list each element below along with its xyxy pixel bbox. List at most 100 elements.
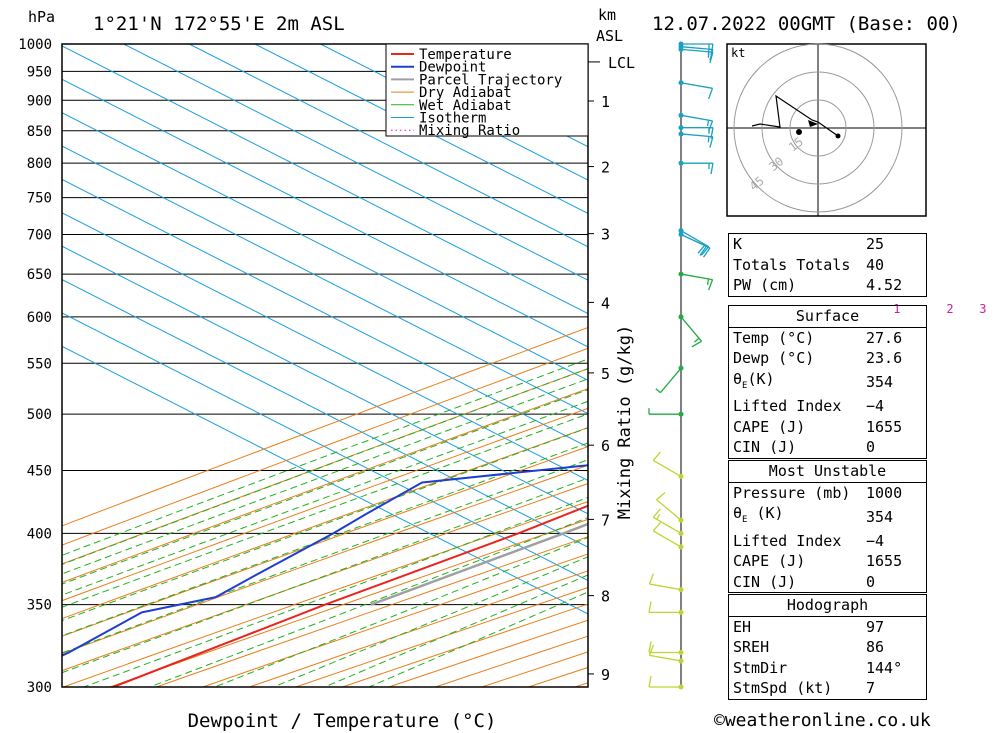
wind-barb — [678, 80, 714, 100]
indices-label: StmSpd (kt) — [728, 678, 862, 700]
wind-barb — [678, 46, 714, 64]
indices-label: Pressure (mb) — [728, 482, 862, 503]
wind-barb — [678, 112, 714, 132]
indices-label: θE(K) — [728, 368, 862, 396]
dry-adiabat-line — [63, 501, 588, 687]
pressure-tick-1000: 1000 — [18, 37, 52, 53]
wind-barb-dot — [678, 314, 684, 320]
indices-label: StmDir — [728, 657, 862, 678]
mixing-ratio-axis-label: Mixing Ratio (g/kg) — [615, 325, 635, 519]
location-title: 1°21'N 172°55'E 2m ASL — [93, 13, 345, 35]
dry-adiabat-line — [62, 388, 588, 583]
legend-entry: Wet Adiabat — [419, 98, 512, 114]
pressure-tick-650: 650 — [27, 267, 52, 283]
wind-profile — [648, 41, 714, 690]
pressure-tick-350: 350 — [27, 598, 52, 614]
pressure-tick-550: 550 — [27, 356, 52, 372]
indices-value: 27.6 — [862, 327, 927, 348]
indices-label: θE (K) — [728, 503, 862, 531]
hodograph-ring-label: 15 — [786, 134, 806, 154]
km-tick-label: 2 — [601, 159, 610, 177]
wind-barb-dot — [678, 112, 684, 118]
hodograph-surface-dot — [835, 133, 841, 139]
wet-adiabat-line — [62, 442, 588, 637]
wet-adiabat-line — [62, 413, 588, 608]
wind-barb — [648, 573, 684, 593]
x-axis-label: Dewpoint / Temperature (°C) — [188, 710, 497, 732]
wet-adiabat-line — [62, 358, 588, 556]
pressure-tick-600: 600 — [27, 310, 52, 326]
plot-frame — [61, 43, 589, 688]
wind-barb — [678, 160, 714, 175]
wind-barb — [678, 131, 714, 148]
wind-barb-dot — [678, 473, 684, 479]
dry-adiabat-line — [62, 427, 588, 620]
wind-barb — [648, 408, 684, 417]
mixing-ratio-label: 3 — [979, 302, 986, 316]
legend-entry: Temperature — [419, 47, 512, 63]
indices-value: 0 — [862, 437, 927, 459]
indices-value: 97 — [862, 616, 927, 637]
wind-barb-dot — [678, 228, 684, 234]
indices-label: PW (cm) — [728, 275, 862, 297]
indices-row: PW (cm) 4.52 — [728, 275, 927, 297]
km-tick-label: 9 — [601, 666, 610, 684]
wind-barb — [655, 365, 684, 394]
km-tick-label: 4 — [601, 294, 610, 312]
dry-adiabat-line — [62, 483, 588, 672]
indices-row: CIN (J) 0 — [728, 437, 927, 459]
indices-label: CAPE (J) — [728, 551, 862, 572]
indices-value: 0 — [862, 571, 927, 593]
pressure-tick-500: 500 — [27, 407, 52, 423]
wet-adiabat-line — [62, 368, 588, 565]
dewpoint-line — [62, 464, 588, 657]
wind-barb — [678, 228, 710, 256]
datetime-title: 12.07.2022 00GMT (Base: 00) — [652, 13, 961, 35]
indices-value: 86 — [862, 637, 927, 658]
wet-adiabat-line — [62, 389, 588, 585]
isotherm-line — [62, 78, 588, 348]
km-unit: km — [598, 6, 616, 24]
km-tick-label: 8 — [601, 588, 610, 606]
isotherm-line — [62, 112, 588, 381]
indices-label: CIN (J) — [728, 571, 862, 593]
isotherm-line — [62, 312, 588, 582]
wet-adiabat-line — [62, 427, 588, 622]
hodograph-unit: kt — [731, 46, 745, 60]
wind-barb-dot — [678, 411, 684, 417]
wind-barb-dot — [678, 365, 684, 371]
wind-barb-dot — [678, 658, 684, 664]
indices-label: Dewp (°C) — [728, 348, 862, 369]
indices-section-title: Hodograph — [728, 594, 927, 617]
indices-row: CAPE (J) 1655 — [728, 551, 927, 572]
legend-entry: Isotherm — [419, 111, 486, 127]
indices-row: θE (K) 354 — [728, 503, 927, 531]
km-tick-label: 5 — [601, 365, 610, 383]
wind-barb — [652, 451, 684, 479]
hodograph-ring — [761, 71, 875, 185]
indices-row: CAPE (J) 1655 — [728, 416, 927, 437]
indices-table-hodograph: Hodograph EH 97 SREH 86 StmDir 144° StmSpd (kt)… — [728, 594, 927, 700]
hodograph-storm-motion — [796, 129, 802, 135]
legend-entry: Parcel Trajectory — [419, 72, 562, 88]
indices-row: CIN (J) 0 — [728, 571, 927, 593]
indices-value: −4 — [862, 396, 927, 417]
indices-row: Lifted Index −4 — [728, 530, 927, 551]
wind-barb-dot — [678, 131, 684, 137]
pressure-tick-300: 300 — [27, 680, 52, 696]
legend-entry: Mixing Ratio — [419, 123, 520, 139]
dry-adiabat-line — [62, 407, 588, 602]
indices-label: CIN (J) — [728, 437, 862, 459]
pressure-unit: hPa — [28, 8, 55, 26]
wind-barb-dot — [678, 530, 684, 536]
pressure-tick-750: 750 — [27, 191, 52, 207]
mixing-ratio-line — [983, 44, 1000, 317]
dry-adiabat-line — [62, 368, 588, 565]
pressure-tick-800: 800 — [27, 156, 52, 172]
indices-value: 354 — [862, 503, 927, 531]
indices-label: Lifted Index — [728, 530, 862, 551]
indices-label: Totals Totals — [728, 254, 862, 275]
wet-adiabat-line — [62, 400, 588, 596]
wind-barb — [648, 644, 684, 664]
